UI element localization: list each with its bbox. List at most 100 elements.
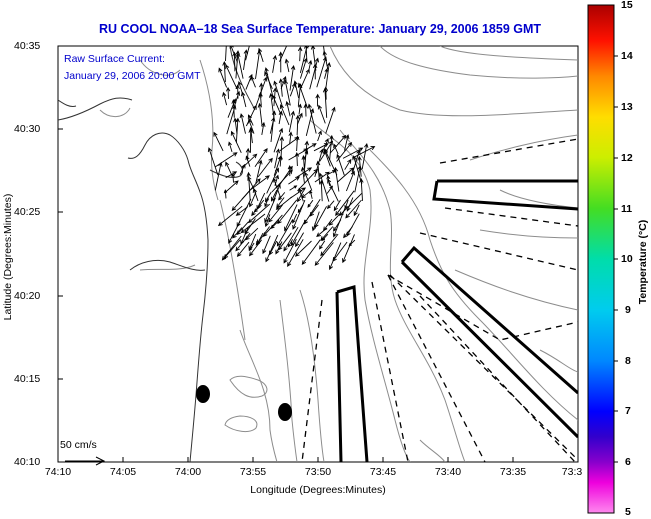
current-vector-icon (273, 80, 284, 108)
page-title: RU COOL NOAA–18 Sea Surface Temperature:… (98, 22, 542, 36)
current-vector-icon (297, 82, 309, 109)
current-vector-icon (226, 104, 237, 135)
current-vector-icon (272, 94, 282, 115)
x-tick-label: 73:45 (369, 466, 397, 478)
current-vector-icon (278, 192, 286, 201)
current-vector-icon (225, 86, 231, 99)
y-tick-label: 40:30 (14, 123, 41, 135)
current-vector-icon (283, 226, 299, 252)
current-vector-icon (315, 160, 321, 184)
colorbar-ticks (614, 55, 618, 463)
x-tick-label: 73:50 (304, 466, 332, 478)
current-vector-icon (309, 204, 319, 217)
current-vector-icon (288, 131, 293, 145)
x-tick-label: 73:55 (239, 466, 267, 478)
current-vector-icon (248, 242, 255, 252)
current-vector-icon (252, 187, 259, 202)
current-vector-icon (277, 199, 298, 225)
colorbar-tick-label: 13 (621, 101, 633, 113)
current-vector-icon (325, 106, 336, 134)
current-vector-icon (344, 158, 352, 170)
current-vector-icon (301, 155, 306, 175)
colorbar-tick-label: 11 (621, 203, 633, 215)
current-vector-icon (283, 79, 291, 106)
current-vector-icon (278, 51, 283, 73)
current-vector-icon (333, 199, 341, 212)
current-vector-icon (221, 235, 242, 261)
current-vector-icon (251, 199, 265, 217)
colorbar-tick-label: 10 (621, 253, 633, 265)
current-vector-icon (248, 128, 253, 153)
current-vector-icon (345, 170, 355, 192)
current-vector-icon (225, 46, 227, 62)
current-vector-icon (214, 161, 223, 191)
current-vector-icon (268, 204, 283, 223)
current-vector-icon (293, 80, 300, 99)
current-vector-icon (295, 114, 301, 136)
current-vector-icon (280, 75, 287, 89)
current-vector-icon (270, 110, 277, 143)
current-vector-icon (253, 204, 262, 213)
current-vector-icon (245, 155, 251, 167)
current-vector-icon (276, 219, 294, 247)
current-vector-icon (247, 118, 255, 134)
current-vector-icon (287, 239, 294, 248)
colorbar-tick-label: 14 (621, 50, 633, 62)
current-vector-icon (272, 177, 282, 199)
current-vector-icon (309, 57, 320, 90)
current-vector-icon (283, 238, 297, 264)
current-vectors (207, 46, 376, 271)
current-vector-icon (333, 166, 340, 192)
current-vector-icon (223, 189, 228, 199)
coastline (58, 46, 256, 462)
current-vector-icon (279, 136, 285, 159)
current-vector-icon (270, 220, 279, 230)
current-vector-icon (235, 50, 241, 79)
current-vector-icon (354, 165, 362, 193)
current-vector-icon (266, 167, 279, 194)
current-vector-icon (224, 180, 239, 194)
current-vector-icon (316, 56, 328, 88)
colorbar-tick-label: 5 (625, 506, 631, 518)
scale-label: 50 cm/s (60, 439, 97, 451)
current-vector-icon (333, 143, 339, 155)
current-vector-icon (279, 46, 288, 62)
current-vector-icon (289, 187, 307, 199)
current-vector-icon (342, 147, 364, 159)
x-tick-label: 73:35 (499, 466, 527, 478)
current-vector-icon (314, 242, 334, 266)
current-vector-icon (273, 155, 282, 176)
current-vector-icon (300, 166, 306, 183)
current-vector-icon (257, 157, 273, 178)
current-vector-icon (336, 153, 345, 176)
current-vector-icon (236, 241, 250, 257)
current-vector-icon (329, 134, 334, 161)
colorbar-tick-label: 15 (621, 0, 633, 11)
colorbar-tick-label: 6 (625, 456, 631, 468)
current-vector-icon (295, 232, 304, 248)
current-vector-icon (249, 175, 270, 191)
current-legend-line1: Raw Surface Current: (64, 53, 165, 65)
current-vector-icon (278, 78, 284, 97)
x-tick-label: 74:10 (44, 466, 72, 478)
y-axis-title: Latitude (Degrees:Minutes) (2, 193, 14, 321)
current-vector-icon (272, 54, 278, 73)
current-vector-icon (307, 199, 314, 208)
current-vector-icon (271, 189, 278, 202)
x-tick-marks (57, 457, 579, 462)
x-tick-label: 73:40 (434, 466, 462, 478)
current-vector-icon (299, 57, 308, 79)
current-vector-icon (213, 131, 224, 152)
current-vector-icon (264, 197, 276, 224)
current-vector-icon (249, 193, 256, 208)
current-vector-icon (207, 147, 219, 176)
radar-beam-boxes (335, 179, 578, 462)
current-vector-icon (324, 68, 329, 79)
current-vector-icon (305, 108, 315, 137)
current-vector-icon (299, 46, 310, 74)
current-vector-icon (223, 239, 241, 259)
y-tick-label: 40:35 (14, 40, 41, 52)
y-tick-label: 40:20 (14, 290, 41, 302)
current-vector-icon (257, 102, 263, 127)
